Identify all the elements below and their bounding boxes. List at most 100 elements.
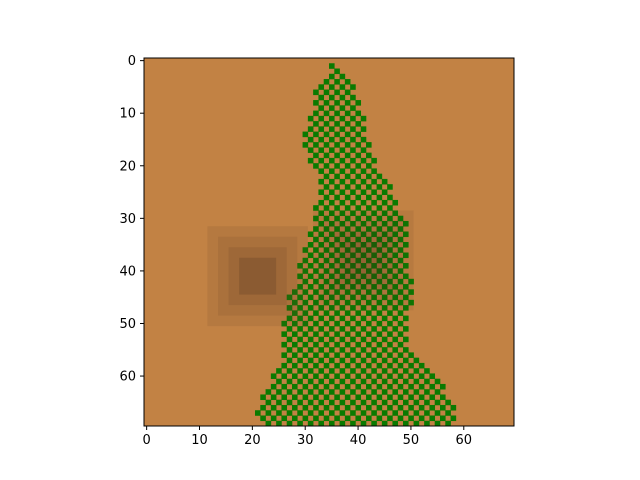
y-tick-label: 20 <box>119 159 136 174</box>
vegetation-cell <box>302 341 309 348</box>
vegetation-cell <box>366 394 372 401</box>
vegetation-cell <box>408 415 414 422</box>
vegetation-cell <box>355 362 362 369</box>
vegetation-cell <box>350 263 356 269</box>
vegetation-cell <box>344 299 351 306</box>
vegetation-cell <box>424 410 430 416</box>
vegetation-cell <box>307 252 314 259</box>
vegetation-cell <box>265 389 272 395</box>
vegetation-cell <box>355 152 362 159</box>
vegetation-cell <box>397 278 404 285</box>
vegetation-cell <box>318 326 325 332</box>
vegetation-cell <box>339 389 346 395</box>
vegetation-cell <box>408 373 414 379</box>
vegetation-cell <box>392 305 399 311</box>
vegetation-cell <box>387 247 393 253</box>
vegetation-cell <box>392 399 399 406</box>
vegetation-cell <box>366 289 372 295</box>
vegetation-cell <box>403 378 409 385</box>
vegetation-cell <box>355 194 362 201</box>
vegetation-cell <box>403 273 409 280</box>
vegetation-cell <box>366 362 372 369</box>
vegetation-cell <box>408 404 414 411</box>
vegetation-cell <box>323 205 330 211</box>
vegetation-cell <box>302 268 309 274</box>
vegetation-cell <box>286 378 293 385</box>
vegetation-cell <box>344 278 351 285</box>
vegetation-cell <box>292 404 298 411</box>
vegetation-cell <box>434 410 441 416</box>
vegetation-cell <box>318 357 325 364</box>
vegetation-cell <box>318 84 325 90</box>
vegetation-cell <box>334 100 340 106</box>
vegetation-cell <box>307 157 314 164</box>
vegetation-cell <box>392 273 399 280</box>
vegetation-cell <box>339 315 346 322</box>
vegetation-cell <box>366 310 372 316</box>
vegetation-cell <box>350 252 356 259</box>
vegetation-cell <box>318 336 325 343</box>
vegetation-cell <box>307 347 314 353</box>
vegetation-cell <box>350 399 356 406</box>
vegetation-cell <box>334 79 340 85</box>
vegetation-cell <box>344 362 351 369</box>
vegetation-cell <box>323 310 330 316</box>
vegetation-cell <box>387 331 393 337</box>
vegetation-cell <box>355 173 362 180</box>
vegetation-cell <box>344 163 351 169</box>
vegetation-cell <box>318 378 325 385</box>
vegetation-cell <box>339 305 346 311</box>
vegetation-cell <box>260 415 266 422</box>
vegetation-cell <box>292 289 298 295</box>
vegetation-cell <box>429 415 436 422</box>
x-axis: 0 10 20 30 40 50 60 <box>143 426 472 448</box>
vegetation-cell <box>403 242 409 248</box>
vegetation-cell <box>360 284 367 290</box>
vegetation-cell <box>371 378 377 385</box>
vegetation-cell <box>366 404 372 411</box>
vegetation-cell <box>307 263 314 269</box>
vegetation-cell <box>418 383 425 390</box>
vegetation-cell <box>355 100 362 106</box>
vegetation-cell <box>366 205 372 211</box>
vegetation-cell <box>297 294 303 301</box>
vegetation-cell <box>344 173 351 180</box>
vegetation-cell <box>329 399 335 406</box>
vegetation-cell <box>313 163 319 169</box>
vegetation-cell <box>403 410 409 416</box>
vegetation-cell <box>350 168 356 174</box>
vegetation-cell <box>350 231 356 238</box>
vegetation-cell <box>350 157 356 164</box>
vegetation-cell <box>429 383 436 390</box>
vegetation-cell <box>313 152 319 159</box>
vegetation-cell <box>355 289 362 295</box>
vegetation-cell <box>334 247 340 253</box>
vegetation-cell <box>318 178 325 185</box>
vegetation-cell <box>344 131 351 138</box>
vegetation-cell <box>355 184 362 190</box>
vegetation-cell <box>381 252 388 259</box>
vegetation-cell <box>270 415 277 422</box>
vegetation-cell <box>397 341 404 348</box>
vegetation-cell <box>371 273 377 280</box>
vegetation-cell <box>318 273 325 280</box>
vegetation-cell <box>334 352 340 358</box>
vegetation-cell <box>403 263 409 269</box>
vegetation-cell <box>376 215 383 222</box>
vegetation-cell <box>445 410 451 416</box>
vegetation-cell <box>392 220 399 227</box>
vegetation-cell <box>313 142 319 148</box>
vegetation-cell <box>313 226 319 232</box>
vegetation-cell <box>350 315 356 322</box>
vegetation-cell <box>302 331 309 337</box>
vegetation-cell <box>371 231 377 238</box>
vegetation-cell <box>344 236 351 243</box>
vegetation-cell <box>366 142 372 148</box>
vegetation-cell <box>397 373 404 379</box>
vegetation-cell <box>276 420 282 426</box>
vegetation-cell <box>381 231 388 238</box>
vegetation-cell <box>286 315 293 322</box>
vegetation-cell <box>371 220 377 227</box>
vegetation-cell <box>344 268 351 274</box>
vegetation-cell <box>355 236 362 243</box>
